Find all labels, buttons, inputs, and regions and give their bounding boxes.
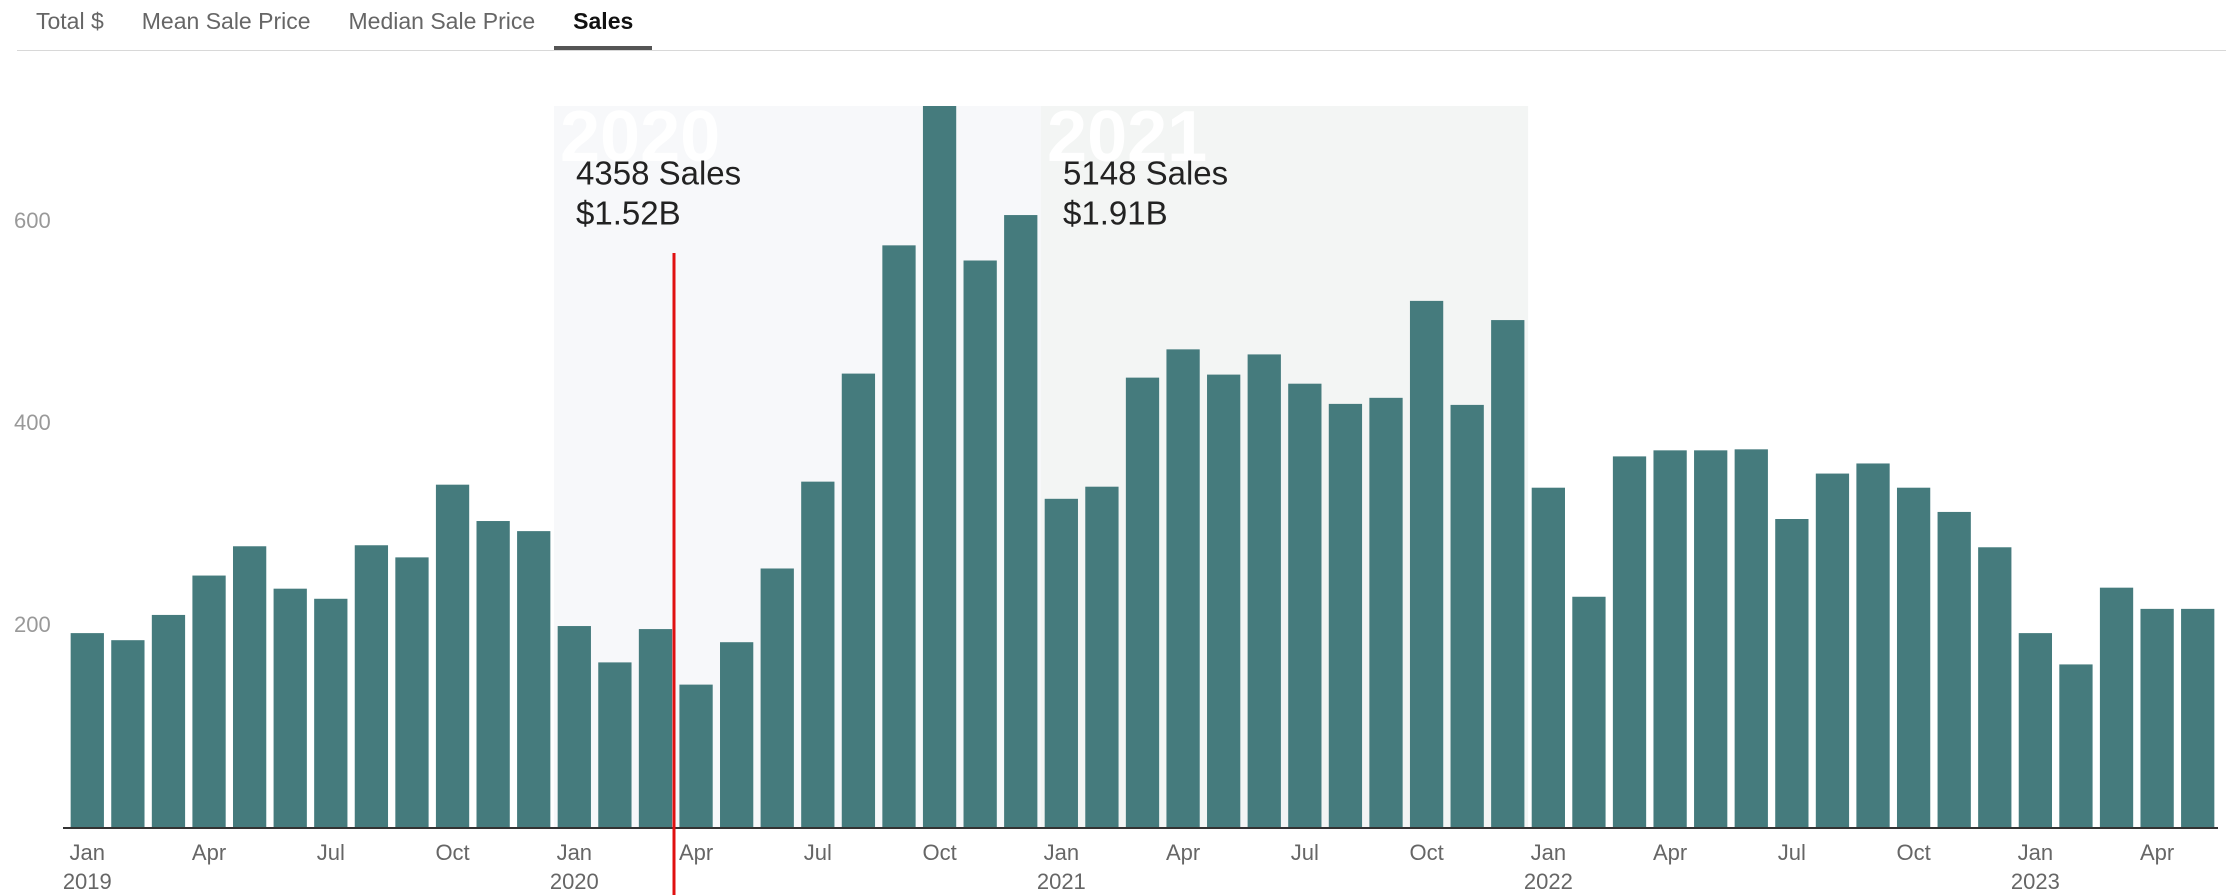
x-tick-label: Jan — [557, 840, 592, 865]
bar — [111, 640, 145, 828]
x-tick-label: Oct — [922, 840, 956, 865]
x-tick-label: Oct — [1409, 840, 1443, 865]
bar — [922, 106, 957, 828]
bar — [1775, 519, 1809, 828]
bar — [1247, 354, 1281, 828]
bar — [435, 484, 470, 828]
bar — [638, 629, 673, 828]
x-tick-label: Apr — [192, 840, 226, 865]
bar — [1572, 596, 1606, 828]
x-tick-label: Jan — [1044, 840, 1079, 865]
bar — [1125, 377, 1160, 828]
annotation-text: $1.52B — [576, 195, 681, 232]
y-tick-label: 400 — [14, 410, 51, 435]
x-tick-label: Apr — [2140, 840, 2174, 865]
x-tick-label: Apr — [1166, 840, 1200, 865]
bar — [1288, 383, 1322, 828]
x-tick-label: Oct — [1896, 840, 1930, 865]
bar — [2018, 633, 2053, 828]
bar — [1369, 397, 1403, 828]
bar — [1612, 456, 1647, 828]
bar — [882, 245, 916, 828]
x-tick-label: Jan — [70, 840, 105, 865]
bar — [2181, 608, 2215, 828]
bar — [1978, 547, 2012, 828]
tab-bar: Total $ Mean Sale Price Median Sale Price S… — [17, 0, 2226, 51]
bar — [557, 626, 591, 828]
bar — [1207, 374, 1241, 828]
x-year-label: 2023 — [2011, 869, 2060, 894]
bar — [801, 481, 835, 828]
bar — [2099, 587, 2134, 828]
bar — [1085, 486, 1119, 828]
bar — [395, 557, 429, 828]
x-tick-label: Apr — [679, 840, 713, 865]
bar — [151, 614, 186, 828]
x-tick-label: Jul — [1291, 840, 1319, 865]
bar — [1004, 215, 1038, 828]
bar — [1409, 300, 1444, 828]
bar — [1166, 349, 1200, 828]
bar — [1815, 473, 1850, 828]
bar — [2140, 608, 2174, 828]
bar — [476, 521, 510, 828]
bar — [1531, 487, 1565, 828]
bar — [1653, 450, 1687, 828]
bar — [1044, 498, 1078, 828]
bar — [1694, 450, 1728, 828]
annotation-text: 4358 Sales — [576, 155, 741, 192]
year-region — [1041, 106, 1529, 828]
x-year-label: 2020 — [550, 869, 599, 894]
bar — [679, 684, 713, 828]
bar — [70, 633, 104, 828]
bar — [314, 598, 348, 828]
x-tick-label: Jul — [1778, 840, 1806, 865]
x-year-label: 2021 — [1037, 869, 1086, 894]
bar — [760, 568, 794, 828]
tab[interactable]: Total $ — [36, 8, 104, 34]
year-watermark: 2021 — [1047, 97, 1207, 177]
bar — [1937, 511, 1971, 828]
tab[interactable]: Mean Sale Price — [141, 8, 311, 34]
bar — [1734, 449, 1768, 828]
bar — [720, 642, 754, 828]
tab[interactable]: Sales — [554, 0, 653, 50]
bar — [2059, 664, 2093, 828]
bar — [192, 575, 226, 828]
x-tick-label: Jul — [317, 840, 345, 865]
bar — [1491, 320, 1525, 828]
bar — [273, 588, 307, 828]
annotation-text: $1.91B — [1063, 195, 1168, 232]
x-tick-label: Oct — [435, 840, 469, 865]
bar — [963, 260, 997, 828]
bar — [841, 373, 876, 828]
y-tick-label: 200 — [14, 612, 51, 637]
bar — [1896, 487, 1931, 828]
x-tick-label: Jan — [2018, 840, 2053, 865]
x-tick-label: Apr — [1653, 840, 1687, 865]
bar — [232, 546, 267, 828]
bar — [354, 545, 389, 828]
bar — [517, 531, 551, 828]
bar — [598, 662, 632, 828]
annotation-text: 5148 Sales — [1063, 155, 1228, 192]
x-year-label: 2019 — [63, 869, 112, 894]
bar — [1450, 404, 1484, 828]
x-tick-label: Jan — [1531, 840, 1566, 865]
x-tick-label: Jul — [804, 840, 832, 865]
x-year-label: 2022 — [1524, 869, 1573, 894]
y-tick-label: 600 — [14, 208, 51, 233]
bar — [1328, 403, 1363, 828]
bar — [1856, 463, 1890, 828]
year-region — [554, 106, 1042, 828]
tab[interactable]: Median Sale Price — [348, 8, 536, 34]
year-watermark: 2020 — [560, 97, 720, 177]
